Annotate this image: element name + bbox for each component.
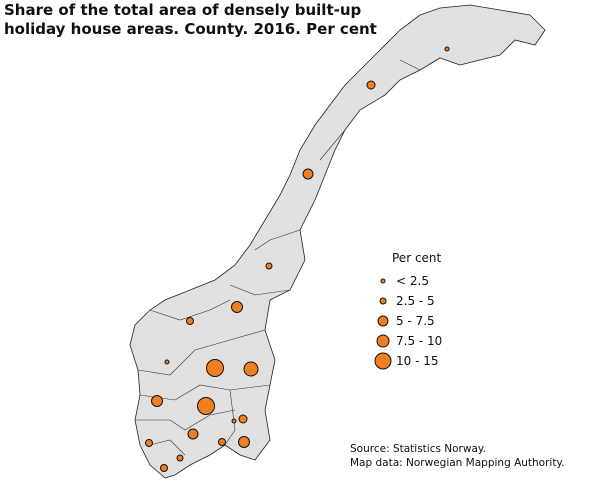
bubble <box>151 395 163 407</box>
bubble <box>265 262 273 270</box>
legend: < 2.5 2.5 - 5 5 - 7.5 7.5 - 10 10 - 15 <box>374 274 442 370</box>
bubble <box>186 317 194 325</box>
bubble <box>231 418 237 424</box>
bubble <box>444 46 450 52</box>
legend-symbol <box>374 352 392 370</box>
bubble <box>145 439 153 447</box>
bubble <box>160 464 168 472</box>
bubble <box>187 428 199 440</box>
county-bubbles <box>145 46 450 472</box>
bubble <box>238 414 248 424</box>
title-line: Share of the total area of densely built… <box>4 1 362 19</box>
bubble <box>164 359 170 365</box>
bubble <box>302 168 314 180</box>
legend-label: 2.5 - 5 <box>396 294 435 308</box>
source-line: Map data: Norwegian Mapping Authority. <box>350 457 565 469</box>
bubble <box>197 397 215 415</box>
bubble <box>218 438 226 446</box>
title-line: holiday house areas. County. 2016. Per c… <box>4 20 377 38</box>
source-line: Source: Statistics Norway. <box>350 443 486 455</box>
legend-symbol <box>380 278 386 284</box>
county-borders <box>135 59 421 456</box>
country-outline <box>129 4 546 479</box>
legend-symbol <box>377 315 389 327</box>
legend-symbol <box>379 297 387 305</box>
bubble <box>243 361 259 377</box>
bubble <box>231 301 243 313</box>
legend-title: Per cent <box>392 251 442 265</box>
bubble <box>366 80 376 90</box>
legend-label: < 2.5 <box>396 274 429 288</box>
bubble <box>238 436 250 448</box>
legend-label: 7.5 - 10 <box>396 334 442 348</box>
bubble <box>206 359 224 377</box>
bubble <box>176 454 184 462</box>
legend-label: 5 - 7.5 <box>396 314 435 328</box>
legend-label: 10 - 15 <box>396 354 439 368</box>
legend-symbol <box>376 334 390 348</box>
